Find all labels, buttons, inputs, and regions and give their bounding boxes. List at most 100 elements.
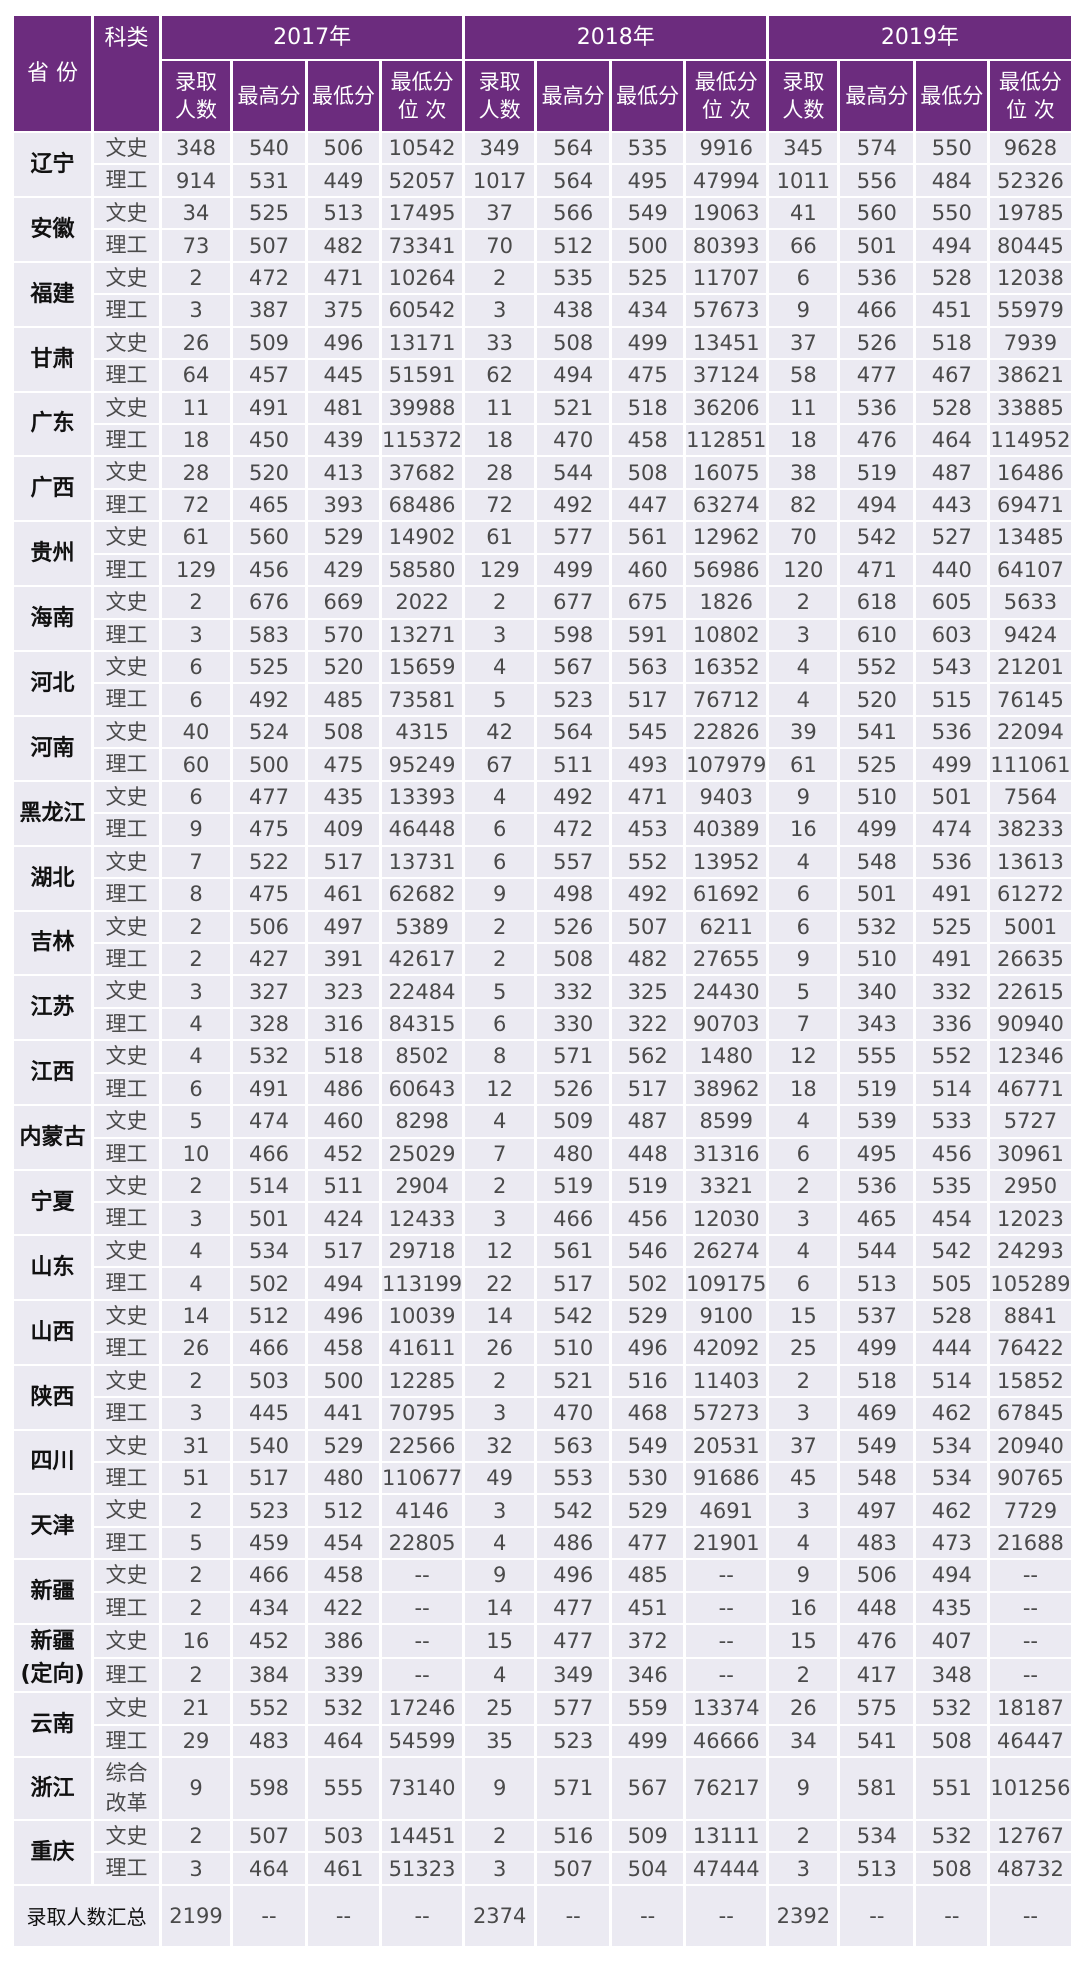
min-score-rank-cell: 29718	[382, 1235, 463, 1267]
min-score-rank-cell: 8298	[382, 1106, 463, 1137]
admitted-count-cell: 70	[769, 522, 838, 553]
min-score-cell: 517	[308, 1235, 379, 1267]
max-score-cell: 566	[537, 197, 610, 229]
min-score-cell: 559	[612, 1693, 684, 1724]
min-score-cell: 407	[916, 1625, 988, 1658]
admitted-count-cell: 5	[769, 976, 838, 1007]
total-min-score-rank-cell: --	[990, 1885, 1071, 1946]
min-score-cell: 485	[612, 1560, 684, 1591]
admitted-count-cell: 15	[769, 1625, 838, 1658]
max-score-cell: 563	[537, 1430, 610, 1461]
admitted-count-cell: 6	[769, 1268, 838, 1299]
total-row: 录取人数汇总 2199 -- -- -- 2374 -- -- -- 2392 -- -- --	[14, 1885, 1071, 1946]
min-score-rank-cell: 109175	[686, 1268, 767, 1299]
min-score-cell: 497	[308, 911, 379, 942]
province-name: 重庆	[14, 1820, 91, 1884]
max-score-cell: 510	[840, 943, 914, 975]
admitted-count-cell: 28	[465, 457, 535, 488]
min-score-rank-cell: 101256	[990, 1758, 1071, 1819]
max-score-cell: 475	[233, 879, 305, 910]
max-score-cell: 517	[537, 1268, 610, 1299]
admitted-count-cell: 4	[162, 1235, 230, 1267]
min-score-cell: 591	[612, 619, 684, 650]
min-score-cell: 461	[308, 1853, 379, 1884]
admitted-count-cell: 26	[769, 1693, 838, 1724]
max-score-cell: 522	[233, 846, 305, 878]
min-score-rank-cell: 38962	[686, 1073, 767, 1105]
min-score-cell: 550	[916, 197, 988, 229]
min-score-cell: 409	[308, 814, 379, 845]
min-score-cell: 518	[308, 1041, 379, 1072]
table-row: 理工 5 459 454 22805 4 486 477 21901 4 483 473 21688	[14, 1527, 1071, 1559]
table-row: 理工 18 450 439 115372 18 470 458 112851 18 476 464 11…	[14, 424, 1071, 456]
admitted-count-cell: 61	[465, 522, 535, 553]
admitted-count-cell: 2	[162, 1171, 230, 1202]
category-cell: 理工	[94, 230, 159, 261]
total-admitted-count-cell: 2392	[769, 1885, 838, 1946]
min-score-cell: 529	[612, 1495, 684, 1526]
min-score-rank-cell: 51323	[382, 1853, 463, 1884]
min-score-cell: 496	[612, 1333, 684, 1364]
admitted-count-cell: 6	[162, 781, 230, 813]
total-max-score-cell: --	[840, 1885, 914, 1946]
max-score-cell: 548	[840, 846, 914, 878]
category-cell: 文史	[94, 1625, 159, 1658]
min-score-rank-cell: 5001	[990, 911, 1071, 942]
min-score-rank-cell: 61692	[686, 879, 767, 910]
min-score-cell: 386	[308, 1625, 379, 1658]
max-score-cell: 471	[840, 554, 914, 586]
max-score-cell: 598	[233, 1758, 305, 1819]
min-score-rank-cell: --	[990, 1560, 1071, 1591]
min-score-cell: 529	[308, 522, 379, 553]
min-score-rank-cell: 38621	[990, 360, 1071, 391]
admitted-count-cell: 3	[769, 1495, 838, 1526]
province-name: 黑龙江	[14, 781, 91, 845]
admitted-count-cell: 26	[162, 1333, 230, 1364]
min-score-cell: 453	[612, 814, 684, 845]
header-min-score-rank: 最低分 位 次	[686, 61, 767, 131]
min-score-cell: 516	[612, 1365, 684, 1397]
total-min-score-cell: --	[308, 1885, 379, 1946]
admitted-count-cell: 914	[162, 165, 230, 196]
total-min-score-rank-cell: --	[686, 1885, 767, 1946]
table-row: 湖北 文史 7 522 517 13731 6 557 552 13952 4 548 536 13613	[14, 846, 1071, 910]
max-score-cell: 472	[233, 262, 305, 294]
max-score-cell: 466	[537, 1203, 610, 1234]
min-score-rank-cell: 38233	[990, 814, 1071, 845]
max-score-cell: 536	[840, 392, 914, 423]
table-row: 理工 3 464 461 51323 3 507 504 47444 3 513 508 48732	[14, 1853, 1071, 1884]
max-score-cell: 349	[537, 1659, 610, 1692]
min-score-cell: 603	[916, 619, 988, 650]
min-score-cell: 458	[308, 1333, 379, 1364]
max-score-cell: 676	[233, 587, 305, 618]
min-score-cell: 471	[612, 781, 684, 813]
table-row: 江苏 文史 3 327 323 22484 5 332 325 24430 5 340 332 22615	[14, 976, 1071, 1040]
category-cell: 文史	[94, 327, 159, 359]
min-score-rank-cell: 21201	[990, 652, 1071, 683]
min-score-rank-cell: 7729	[990, 1495, 1071, 1526]
admitted-count-cell: 2	[465, 587, 535, 618]
header-max-score: 最高分	[840, 61, 914, 131]
min-score-cell: 475	[612, 360, 684, 391]
header-admitted-count: 录取 人数	[769, 61, 838, 131]
admitted-count-cell: 61	[769, 749, 838, 780]
min-score-rank-cell: 19785	[990, 197, 1071, 229]
min-score-rank-cell: 37682	[382, 457, 463, 488]
min-score-cell: 552	[916, 1041, 988, 1072]
admitted-count-cell: 120	[769, 554, 838, 586]
min-score-cell: 532	[916, 1820, 988, 1852]
max-score-cell: 534	[840, 1820, 914, 1852]
min-score-rank-cell: 5633	[990, 587, 1071, 618]
min-score-cell: 500	[612, 230, 684, 261]
min-score-cell: 504	[612, 1853, 684, 1884]
min-score-rank-cell: 1826	[686, 587, 767, 618]
max-score-cell: 417	[840, 1659, 914, 1692]
admitted-count-cell: 3	[162, 295, 230, 326]
min-score-rank-cell: 8502	[382, 1041, 463, 1072]
min-score-rank-cell: 55979	[990, 295, 1071, 326]
max-score-cell: 501	[233, 1203, 305, 1234]
min-score-cell: 475	[308, 749, 379, 780]
max-score-cell: 583	[233, 619, 305, 650]
admitted-count-cell: 7	[769, 1008, 838, 1040]
min-score-rank-cell: 16352	[686, 652, 767, 683]
